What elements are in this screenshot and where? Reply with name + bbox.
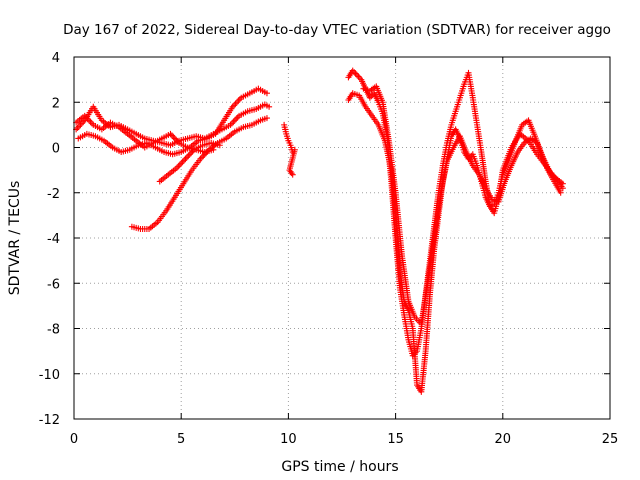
axis-ticks: 0 5 10 15 20 25 -12 -10 -8 -6 -4 -2 0 2 4: [39, 51, 619, 447]
data-points: [73, 67, 566, 395]
data-point-marker: [266, 103, 273, 110]
data-point-marker: [355, 73, 362, 80]
y-tick-label: 2: [52, 96, 60, 111]
y-tick-label: 0: [52, 142, 60, 157]
series-track-d: [128, 115, 270, 232]
data-point-marker: [168, 132, 175, 139]
data-point-marker: [74, 124, 81, 131]
data-point-marker: [176, 161, 183, 168]
data-point-marker: [231, 117, 238, 124]
data-point-marker: [182, 155, 189, 162]
y-axis-label: SDTVAR / TECUs: [7, 181, 23, 296]
data-point-marker: [233, 115, 240, 122]
data-point-marker: [76, 123, 83, 130]
series-track-i: [360, 83, 566, 327]
data-point-marker: [181, 157, 188, 164]
data-point-marker: [87, 118, 94, 125]
x-tick-label: 20: [495, 432, 512, 447]
data-point-marker: [175, 163, 182, 170]
data-point-marker: [178, 160, 185, 167]
x-tick-label: 15: [387, 432, 404, 447]
plot-frame: [73, 56, 611, 420]
data-point-marker: [231, 102, 238, 109]
grid: [74, 57, 610, 419]
data-point-marker: [233, 99, 240, 106]
data-point-marker: [232, 100, 239, 107]
x-axis-label: GPS time / hours: [281, 459, 398, 475]
data-point-marker: [352, 70, 359, 77]
data-point-marker: [216, 142, 223, 149]
x-tick-label: 25: [602, 432, 619, 447]
data-point-marker: [235, 97, 242, 104]
data-point-marker: [354, 72, 361, 79]
y-tick-label: 4: [52, 51, 60, 66]
y-tick-label: -10: [39, 368, 60, 383]
data-point-marker: [185, 152, 192, 159]
data-point-marker: [559, 185, 566, 192]
data-point-marker: [263, 90, 270, 97]
data-point-marker: [179, 158, 186, 165]
data-point-marker: [230, 118, 237, 125]
chart-title: Day 167 of 2022, Sidereal Day-to-day VTE…: [63, 22, 611, 38]
y-tick-label: -12: [39, 413, 60, 428]
x-tick-label: 5: [177, 432, 185, 447]
data-point-marker: [263, 115, 270, 122]
data-point-marker: [200, 152, 207, 159]
series-track-f: [281, 121, 298, 178]
x-tick-label: 10: [280, 432, 297, 447]
data-point-marker: [204, 148, 211, 155]
data-point-marker: [198, 154, 205, 161]
y-tick-label: -8: [47, 323, 60, 338]
y-tick-label: -2: [47, 187, 60, 202]
data-point-marker: [557, 189, 564, 196]
data-point-marker: [183, 154, 190, 161]
y-tick-label: -4: [47, 232, 60, 247]
y-tick-label: -6: [47, 277, 60, 292]
data-point-marker: [188, 149, 195, 156]
data-point-marker: [186, 151, 193, 158]
data-point-marker: [289, 171, 296, 178]
series-track-e: [156, 139, 223, 185]
series-track-g: [345, 67, 566, 359]
x-tick-label: 0: [70, 432, 78, 447]
